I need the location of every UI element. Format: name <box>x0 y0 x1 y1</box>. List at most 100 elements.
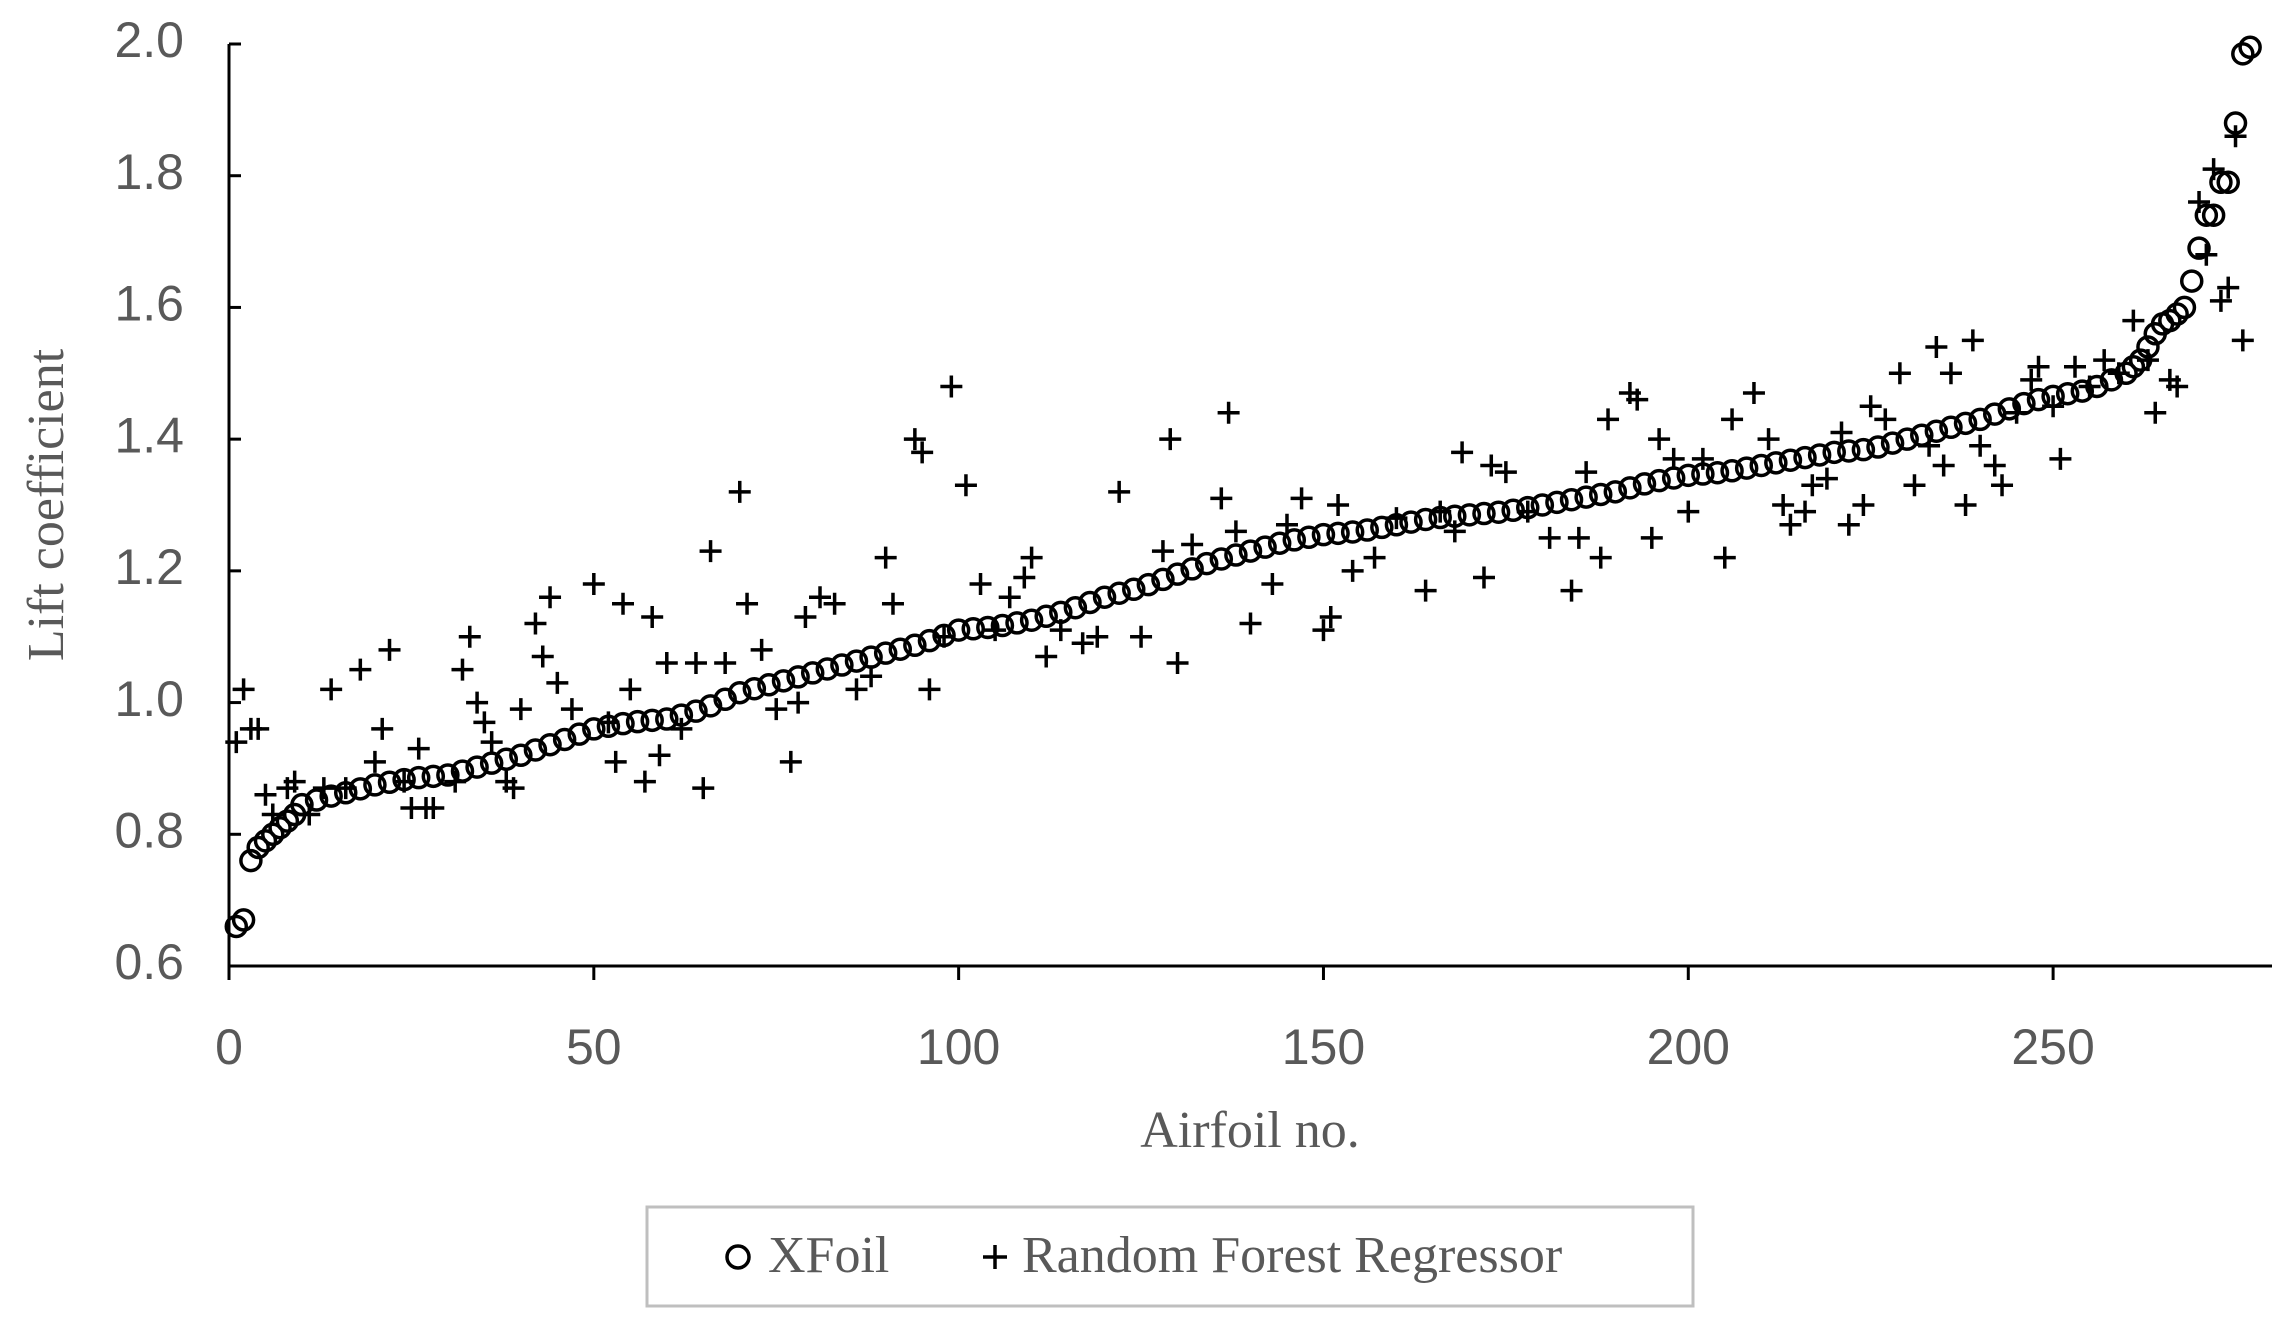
xfoil-point <box>1151 567 1175 592</box>
rf-point <box>1874 408 1897 431</box>
xfoil-point <box>1078 590 1102 615</box>
rf-point <box>881 592 904 615</box>
rf-point <box>1071 632 1094 655</box>
y-axis-title: Lift coefficient <box>18 348 75 661</box>
rf-point <box>312 777 335 800</box>
rf-point <box>2195 243 2218 266</box>
rf-point <box>2166 375 2189 398</box>
xfoil-point <box>2158 308 2182 333</box>
xfoil-point <box>990 613 1015 638</box>
xfoil-point <box>465 755 489 779</box>
rf-point <box>1888 362 1911 385</box>
xfoil-point <box>275 809 300 833</box>
legend-box <box>645 1205 1695 1308</box>
xfoil-point <box>523 738 548 762</box>
rf-point <box>1640 526 1663 549</box>
rf-point <box>2049 447 2072 470</box>
x-tick-label: 250 <box>2011 1019 2094 1075</box>
xfoil-point <box>1705 460 1730 485</box>
rf-point <box>1319 605 1342 628</box>
xfoil-point <box>2238 35 2262 60</box>
rf-point <box>451 658 474 681</box>
rf-point <box>422 796 445 819</box>
rf-point <box>1969 434 1992 457</box>
xfoil-point <box>946 618 971 642</box>
xfoil-point <box>582 717 606 741</box>
rf-point <box>1837 513 1860 536</box>
rf-point <box>1903 474 1926 497</box>
rf-point <box>407 737 430 760</box>
xfoil-point <box>1472 501 1496 526</box>
rf-point <box>1589 546 1612 569</box>
legend-marker <box>725 1244 751 1270</box>
rf-point <box>969 573 992 596</box>
rf-point <box>2027 355 2050 378</box>
xfoil-point <box>2172 295 2197 320</box>
rf-point <box>1327 494 1350 516</box>
rf-point <box>655 652 678 675</box>
xfoil-point <box>728 680 752 705</box>
rf-point <box>1494 461 1517 484</box>
x-axis-title: Airfoil no. <box>1140 1102 1360 1159</box>
xfoil-point <box>224 914 249 939</box>
xfoil-point <box>873 641 898 665</box>
rf-point <box>1443 520 1466 543</box>
rf-point <box>1815 467 1838 490</box>
rf-point <box>1261 573 1284 596</box>
rf-point <box>298 803 321 826</box>
xfoil-point <box>1282 528 1307 552</box>
rf-point <box>2107 362 2130 385</box>
rf-point <box>1779 513 1802 536</box>
xfoil-point <box>538 732 562 757</box>
y-tick-label: 1.0 <box>114 671 184 727</box>
rf-point <box>619 678 642 701</box>
xfoil-point <box>1968 407 1992 432</box>
xfoil-point <box>976 615 1000 640</box>
xfoil-point <box>1603 480 1628 504</box>
xfoil-point <box>509 743 533 768</box>
rf-point <box>779 750 802 773</box>
rf-point <box>911 441 934 464</box>
xfoil-point <box>552 727 577 752</box>
rf-point <box>546 671 569 694</box>
rf-point <box>1181 533 1204 556</box>
xfoil-point <box>2165 302 2189 326</box>
xfoil-point <box>1939 415 1963 440</box>
xfoil-point <box>1326 521 1350 546</box>
rf-point <box>1597 408 1620 431</box>
rf-point <box>787 691 810 714</box>
rf-point <box>1275 513 1298 536</box>
xfoil-point <box>2055 381 2080 406</box>
rf-point <box>1020 546 1043 569</box>
xfoil-point <box>917 628 942 653</box>
rf-point <box>1151 540 1174 563</box>
y-tick-label: 0.6 <box>114 934 184 990</box>
rf-point <box>1224 520 1247 543</box>
rf-point <box>954 474 977 497</box>
rf-point <box>524 612 547 635</box>
rf-point <box>684 652 707 675</box>
xfoil-point <box>1107 581 1131 605</box>
xfoil-point <box>1822 440 1846 465</box>
rf-point <box>1757 428 1780 451</box>
rf-point <box>378 638 401 661</box>
xfoil-point <box>713 687 737 712</box>
xfoil-point <box>1063 595 1088 620</box>
xfoil-point <box>1019 608 1044 632</box>
xfoil-point <box>1530 493 1555 517</box>
xfoil-point <box>1764 451 1788 475</box>
rf-point <box>225 731 248 754</box>
rf-point <box>1210 487 1233 510</box>
rf-point <box>1363 546 1386 569</box>
rf-point <box>502 777 525 800</box>
xfoil-point <box>1034 604 1058 629</box>
xfoil-point <box>830 653 854 677</box>
xfoil-point <box>1618 476 1642 500</box>
rf-point <box>320 678 343 701</box>
rf-point <box>998 586 1021 609</box>
rf-point <box>1662 447 1685 470</box>
rf-point <box>1772 494 1795 516</box>
xfoil-point <box>1749 453 1773 478</box>
rf-point <box>254 783 277 806</box>
rf-point <box>2224 125 2247 148</box>
